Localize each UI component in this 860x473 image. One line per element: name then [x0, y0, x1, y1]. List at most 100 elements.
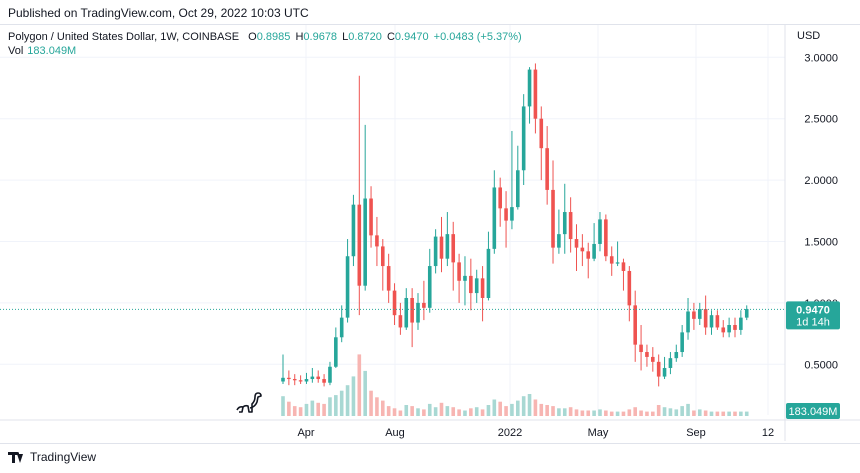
volume-bar	[545, 405, 549, 416]
candle-body	[439, 236, 444, 259]
volume-bar	[416, 408, 420, 416]
volume-bar	[292, 406, 297, 416]
candle-body	[627, 270, 632, 306]
x-tick-label: May	[588, 427, 609, 439]
candle-body	[322, 379, 326, 383]
volume-bar	[697, 409, 702, 416]
y-tick-label: 1.5000	[804, 237, 838, 249]
candle-body	[298, 380, 303, 382]
volume-bar	[621, 411, 626, 416]
volume-bar	[345, 385, 350, 416]
price-badge	[786, 301, 840, 330]
volume-bar	[739, 411, 743, 416]
x-tick-label: Sep	[686, 427, 706, 439]
volume-bar	[486, 405, 491, 416]
currency-label[interactable]: USD	[797, 30, 821, 42]
candle-body	[574, 239, 579, 248]
volume-bar	[357, 354, 362, 416]
candle-body	[662, 367, 667, 377]
volume-bar	[369, 390, 373, 416]
candle-body	[674, 352, 679, 359]
candle-body	[375, 235, 379, 247]
candle-body	[639, 344, 643, 353]
candle-body	[469, 275, 473, 294]
x-tick-label: Aug	[385, 427, 405, 439]
volume-bar	[451, 407, 456, 416]
y-tick-label: 2.5000	[804, 114, 838, 126]
volume-bar	[592, 410, 596, 416]
volume-bar	[410, 406, 414, 416]
volume-bar	[404, 405, 409, 416]
volume-bar	[744, 411, 749, 416]
open-value: 0.8985	[256, 31, 291, 43]
volume-bar	[351, 376, 356, 416]
candle-body	[539, 118, 544, 149]
candle-body	[562, 212, 567, 235]
candle-body	[422, 302, 426, 308]
volume-bar	[422, 409, 426, 416]
candle-body	[592, 243, 596, 259]
candle-body	[645, 352, 649, 357]
candle-body	[369, 198, 373, 236]
y-tick-label: 3.0000	[804, 52, 838, 64]
volume-bar	[598, 409, 602, 416]
candle-body	[410, 297, 414, 323]
candle-body	[281, 377, 285, 382]
volume-bar	[539, 403, 544, 416]
close-value: 0.9470	[394, 31, 429, 43]
candle-body	[398, 315, 403, 328]
candle-body	[609, 256, 614, 264]
volume-bar	[398, 410, 403, 416]
candle-body	[551, 189, 555, 248]
volume-bar	[492, 399, 497, 416]
symbol-title[interactable]: Polygon / United States Dollar, 1W, COIN…	[8, 31, 240, 43]
volume-bar	[375, 397, 379, 416]
candle-body	[287, 377, 291, 380]
candle-body	[445, 234, 450, 259]
volume-badge-value: 183.049M	[789, 406, 838, 418]
volume-bar	[386, 406, 391, 416]
volume-bar	[433, 407, 438, 416]
volume-bar	[604, 410, 608, 416]
volume-bar	[562, 408, 567, 416]
volume-bar	[551, 406, 555, 416]
volume-bar	[574, 409, 579, 416]
candle-body	[363, 198, 367, 286]
volume-bar	[339, 390, 344, 416]
volume-bar	[651, 411, 655, 416]
candle-body	[656, 361, 661, 377]
volume-bar	[580, 410, 585, 416]
volume-bar	[427, 403, 432, 416]
high-label: H	[295, 31, 304, 43]
volume-bar	[615, 411, 620, 416]
price-badge-countdown: 1d 14h	[796, 316, 830, 328]
candle-body	[709, 315, 714, 328]
volume-bar	[480, 409, 485, 416]
candle-body	[739, 317, 743, 330]
volume-bar	[527, 394, 532, 416]
volume-label: Vol	[8, 45, 24, 57]
volume-bar	[363, 370, 367, 416]
volume-bar	[609, 411, 614, 416]
candle-body	[586, 251, 591, 259]
candle-body	[715, 315, 720, 328]
candle-body	[680, 332, 684, 353]
candle-body	[480, 278, 485, 298]
candle-body	[557, 234, 561, 248]
footer-brand[interactable]: TradingView	[8, 450, 96, 464]
volume-bar	[645, 411, 649, 416]
change-value: +0.0483 (+5.37%)	[433, 31, 522, 43]
candle-body	[310, 376, 315, 380]
candle-body	[498, 187, 502, 209]
candle-body	[686, 311, 690, 333]
candle-body	[651, 356, 655, 362]
volume-bar	[715, 411, 720, 416]
chart-frame[interactable]	[0, 24, 860, 444]
candle-body	[292, 379, 297, 381]
price-badge-value: 0.9470	[796, 304, 830, 316]
volume-bar	[633, 407, 637, 416]
candle-body	[463, 275, 467, 281]
volume-bar	[334, 395, 338, 416]
candle-body	[533, 69, 538, 119]
